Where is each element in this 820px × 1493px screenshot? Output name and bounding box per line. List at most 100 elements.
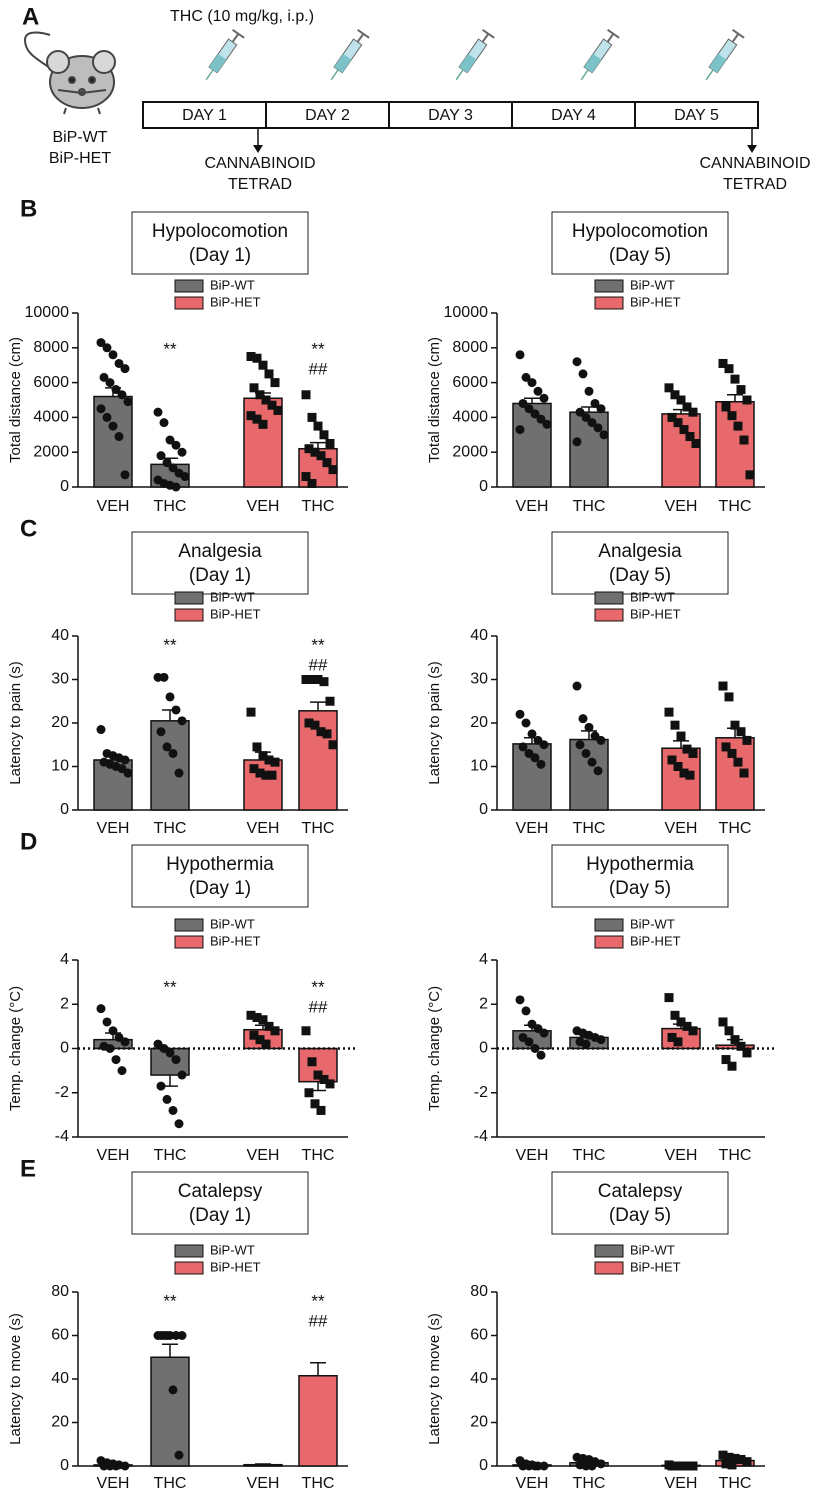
data-point [162, 458, 172, 468]
chart-title: Hypothermia [166, 854, 274, 875]
y-axis-label: Latency to move (s) [7, 1313, 24, 1445]
data-point [536, 414, 546, 424]
mouse-icon [23, 31, 116, 115]
y-axis-label: Total distance (cm) [426, 337, 443, 463]
data-point [521, 718, 531, 728]
data-point [730, 1035, 740, 1045]
chart-subtitle: (Day 5) [609, 245, 671, 266]
syringe [455, 28, 495, 81]
data-point [270, 378, 280, 388]
data-point [316, 451, 326, 461]
data-point [667, 755, 677, 765]
legend-label: BiP-HET [630, 1259, 681, 1274]
data-point [530, 753, 540, 763]
data-point [664, 707, 674, 717]
chart: C Analgesia (Day 1) BiP-WT BiP-HET 0 10 20 30 40 L… [7, 515, 348, 837]
y-tick-label: 20 [470, 1414, 488, 1431]
data-point [258, 751, 268, 761]
data-point [745, 470, 755, 480]
data-point [111, 385, 121, 395]
data-point [593, 766, 603, 776]
x-tick-label: VEH [665, 820, 698, 837]
syringe [205, 28, 245, 81]
legend-label: BiP-HET [630, 606, 681, 621]
data-point [676, 731, 686, 741]
data-point [590, 398, 600, 408]
day-label: DAY 4 [551, 107, 596, 124]
data-point [165, 435, 175, 445]
y-tick-label: 6000 [33, 374, 69, 391]
y-axis-label: Total distance (cm) [7, 337, 24, 463]
data-point [310, 447, 320, 457]
data-point [721, 742, 731, 752]
legend-swatch [594, 935, 624, 949]
data-point [252, 1013, 262, 1023]
data-point [524, 1037, 534, 1047]
significance: ## [309, 655, 328, 674]
data-point [325, 439, 335, 448]
data-point [180, 472, 190, 482]
data-point [673, 1037, 683, 1047]
x-tick-label: VEH [516, 1475, 549, 1492]
data-point [304, 444, 314, 454]
day-box [511, 101, 636, 129]
y-tick-label: 40 [51, 627, 69, 644]
y-tick-label: 0 [60, 478, 69, 495]
chart-subtitle: (Day 5) [609, 565, 671, 586]
data-point [165, 692, 175, 702]
x-tick-label: THC [302, 820, 335, 837]
y-tick-label: -2 [55, 1084, 69, 1101]
data-point [685, 770, 695, 780]
data-point [670, 720, 680, 730]
group-label: BiP-WT [52, 129, 107, 146]
data-point [539, 1028, 549, 1038]
data-point [313, 1070, 323, 1080]
y-tick-label: -4 [474, 1128, 488, 1145]
data-point [246, 411, 256, 421]
y-tick-label: 30 [470, 671, 488, 688]
data-point [108, 421, 118, 431]
syringe-fluid [584, 53, 602, 73]
data-point [721, 1459, 731, 1469]
legend-swatch [174, 296, 204, 310]
y-tick-label: 0 [479, 801, 488, 818]
day-label: DAY 1 [182, 107, 227, 124]
data-point [322, 458, 332, 468]
data-point [108, 350, 118, 360]
chart: Hypothermia (Day 5) BiP-WT BiP-HET -4 -2 0 2 4 Te… [426, 844, 775, 1164]
data-point [581, 1039, 591, 1049]
data-point [120, 470, 130, 480]
data-point [536, 759, 546, 769]
data-point [730, 374, 740, 384]
data-point [673, 1461, 683, 1471]
chart-subtitle: (Day 1) [189, 245, 251, 266]
x-tick-label: VEH [516, 1147, 549, 1164]
data-point [267, 770, 277, 780]
y-tick-label: 0 [60, 1457, 69, 1474]
y-tick-label: 4000 [452, 409, 488, 426]
chart: B Hypolocomotion (Day 1) BiP-WT BiP-HET 0 2000… [7, 195, 348, 515]
legend-label: BiP-WT [210, 277, 255, 292]
data-point [96, 404, 106, 414]
data-point [165, 1048, 175, 1058]
data-point [739, 768, 749, 778]
data-point [304, 1088, 314, 1098]
y-tick-label: 40 [51, 1370, 69, 1387]
data-point [587, 1461, 597, 1471]
error-bar [162, 1343, 178, 1358]
data-point [168, 1105, 178, 1115]
y-tick-label: -2 [474, 1084, 488, 1101]
data-point [572, 357, 582, 367]
panel-label: C [20, 515, 37, 542]
data-point [670, 1010, 680, 1020]
data-point [162, 1331, 172, 1340]
x-tick-label: VEH [516, 820, 549, 837]
chart-subtitle: (Day 1) [189, 565, 251, 586]
x-tick-label: THC [719, 1147, 752, 1164]
data-point [162, 742, 172, 752]
data-point [120, 755, 130, 765]
data-point [96, 725, 106, 735]
data-point [177, 1331, 187, 1340]
data-point [310, 1099, 320, 1109]
syringe-fluid [709, 53, 727, 73]
